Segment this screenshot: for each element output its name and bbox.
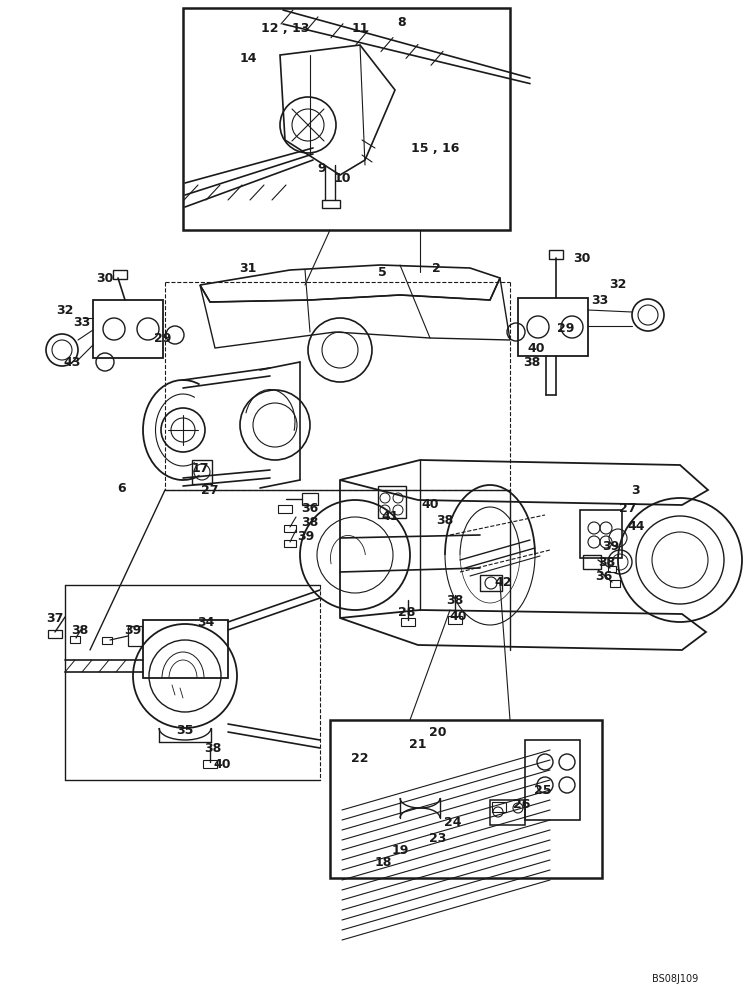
Text: 2: 2: [432, 261, 441, 274]
Text: 19: 19: [391, 844, 408, 856]
Text: 17: 17: [191, 462, 209, 475]
Bar: [113, 270, 127, 279]
Text: 32: 32: [609, 278, 626, 292]
Text: 12 , 13: 12 , 13: [261, 21, 309, 34]
Text: 39: 39: [124, 624, 141, 637]
Text: 43: 43: [63, 356, 80, 368]
Text: 27: 27: [202, 484, 219, 496]
Bar: [490, 800, 525, 825]
Bar: [203, 760, 217, 768]
Text: 39: 39: [602, 540, 620, 554]
Text: 29: 29: [154, 332, 171, 344]
Text: 30: 30: [573, 251, 590, 264]
Bar: [401, 618, 415, 626]
Text: 40: 40: [527, 342, 544, 355]
Text: 32: 32: [56, 304, 74, 316]
Text: 11: 11: [351, 21, 368, 34]
Bar: [492, 802, 506, 812]
Text: 14: 14: [239, 51, 256, 64]
Text: 20: 20: [429, 726, 447, 740]
Text: 37: 37: [47, 611, 64, 624]
Text: 38: 38: [71, 624, 89, 637]
Text: 5: 5: [378, 265, 387, 278]
Text: 23: 23: [429, 832, 447, 844]
Bar: [70, 636, 80, 643]
Text: 33: 33: [74, 316, 91, 330]
Bar: [610, 580, 620, 587]
Text: 44: 44: [627, 520, 644, 534]
Text: 36: 36: [302, 502, 319, 514]
Bar: [102, 637, 112, 644]
Text: 9: 9: [317, 161, 326, 174]
Text: 3: 3: [632, 484, 640, 496]
Text: 24: 24: [444, 816, 462, 828]
Text: 36: 36: [596, 570, 613, 584]
Bar: [608, 566, 616, 572]
Text: 27: 27: [619, 502, 637, 514]
Bar: [284, 525, 296, 532]
Text: 40: 40: [449, 609, 467, 622]
Text: 15 , 16: 15 , 16: [411, 141, 459, 154]
Text: 38: 38: [302, 516, 319, 528]
Bar: [580, 510, 622, 558]
Text: 34: 34: [197, 615, 214, 629]
Text: 38: 38: [205, 742, 222, 754]
Text: 33: 33: [591, 294, 608, 306]
Text: 6: 6: [117, 482, 126, 494]
Bar: [583, 555, 601, 569]
Bar: [525, 740, 580, 820]
Text: 40: 40: [421, 498, 438, 512]
Text: 40: 40: [214, 758, 231, 770]
Bar: [322, 200, 340, 208]
Bar: [48, 630, 62, 638]
Text: 25: 25: [534, 784, 552, 796]
Text: 38: 38: [599, 556, 616, 568]
Text: BS08J109: BS08J109: [652, 974, 698, 984]
Text: 26: 26: [514, 798, 531, 812]
Text: 30: 30: [96, 271, 114, 284]
Bar: [302, 493, 318, 505]
Bar: [143, 620, 228, 678]
Text: 18: 18: [374, 856, 392, 868]
Text: 22: 22: [351, 752, 368, 764]
Text: 39: 39: [297, 530, 314, 544]
Text: 41: 41: [381, 510, 399, 524]
Text: 8: 8: [398, 15, 406, 28]
Bar: [330, 720, 602, 878]
Text: 28: 28: [399, 605, 416, 618]
Text: 29: 29: [557, 322, 575, 334]
Text: 42: 42: [494, 576, 512, 588]
Bar: [549, 250, 563, 259]
Bar: [93, 300, 163, 358]
Bar: [378, 486, 406, 518]
Bar: [284, 540, 296, 547]
Bar: [518, 298, 588, 356]
Text: 38: 38: [523, 356, 541, 368]
Bar: [480, 575, 502, 591]
Bar: [448, 616, 462, 624]
Text: 38: 38: [447, 593, 464, 606]
Text: 38: 38: [436, 514, 453, 526]
Bar: [183, 8, 510, 230]
Text: 21: 21: [409, 738, 426, 752]
Text: 31: 31: [239, 261, 256, 274]
Bar: [128, 626, 142, 646]
Text: 10: 10: [333, 172, 350, 184]
Bar: [278, 505, 292, 513]
Bar: [192, 460, 212, 484]
Text: 35: 35: [176, 724, 194, 736]
